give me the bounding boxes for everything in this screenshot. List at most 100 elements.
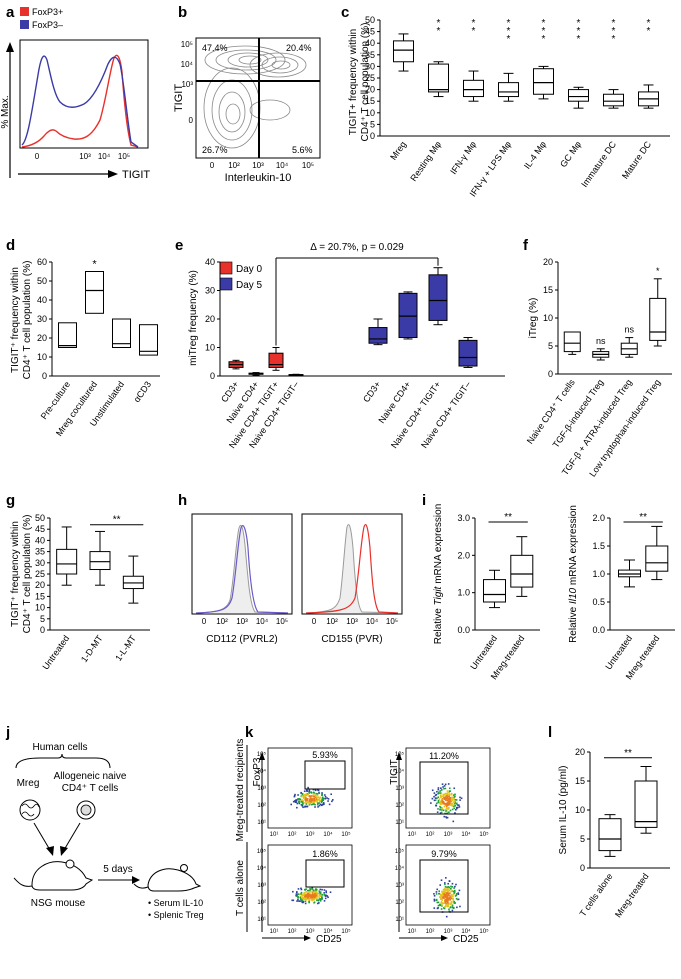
event-dot xyxy=(310,801,312,803)
event-dot xyxy=(449,798,452,801)
event-dot xyxy=(458,804,460,807)
event-dot xyxy=(439,806,442,809)
event-dot xyxy=(444,803,447,806)
event-dot xyxy=(302,897,304,899)
event-dot xyxy=(445,795,447,797)
event-dot xyxy=(452,801,455,803)
y-tick-label: 10² xyxy=(257,900,266,906)
y-arrow-head xyxy=(6,42,14,52)
event-dot xyxy=(441,893,444,895)
box xyxy=(428,274,448,321)
event-dot xyxy=(440,802,443,805)
event-dot xyxy=(448,886,450,889)
event-dot xyxy=(322,797,325,800)
event-dot xyxy=(446,792,449,794)
event-dot xyxy=(453,787,456,790)
y-tick-label: 10⁵ xyxy=(395,751,405,758)
event-dot xyxy=(453,900,456,903)
event-dot xyxy=(439,790,442,792)
event-dot xyxy=(319,893,322,895)
event-dot xyxy=(319,803,322,806)
quadrant-top-left: 47.4% xyxy=(202,43,228,53)
y-tick-label: 15 xyxy=(365,96,375,106)
y-tick-label: 1.5 xyxy=(592,541,605,551)
event-dot xyxy=(302,806,304,809)
event-dot xyxy=(443,787,445,790)
event-dot xyxy=(305,790,308,792)
event-dot xyxy=(446,890,449,893)
x-tick-label: 10¹ xyxy=(408,929,417,935)
event-dot xyxy=(314,806,316,808)
col-ylabel-foxp3: FoxP3 xyxy=(252,757,263,786)
event-dot xyxy=(314,795,317,797)
event-dot xyxy=(327,800,329,802)
y-tick-label: 15 xyxy=(35,591,45,601)
event-dot xyxy=(446,797,449,800)
histogram-cd155-isotype xyxy=(305,524,399,614)
event-dot xyxy=(439,884,442,886)
box xyxy=(563,331,581,353)
event-dot xyxy=(321,794,323,796)
event-dot xyxy=(441,806,443,809)
y-tick-label: 1.0 xyxy=(457,588,470,598)
event-dot xyxy=(451,796,454,799)
event-dot xyxy=(443,815,446,818)
x-tick-label: 10⁴ xyxy=(461,928,471,935)
box xyxy=(368,327,388,344)
event-dot xyxy=(319,796,322,799)
event-dot xyxy=(444,906,446,908)
legend-foxp3-pos: FoxP3+ xyxy=(32,7,63,17)
event-dot xyxy=(456,807,458,810)
event-dot xyxy=(441,894,443,897)
event-dot xyxy=(308,789,311,792)
event-dot xyxy=(433,907,436,909)
event-dot xyxy=(455,808,457,811)
x-axis-label: Interleukin-10 xyxy=(225,172,292,184)
event-dot xyxy=(312,791,315,794)
y-tick-label: 0 xyxy=(210,371,215,381)
event-dot xyxy=(439,805,441,808)
event-dot xyxy=(312,899,315,901)
y-tick-label: 30 xyxy=(365,61,375,71)
event-dot xyxy=(451,802,454,805)
event-dot xyxy=(444,792,447,795)
event-dot xyxy=(453,801,456,803)
significance-star: * xyxy=(647,18,651,29)
significance-star: * xyxy=(92,259,97,271)
panel-label-a: a xyxy=(6,4,15,21)
category-label: Naive CD4⁺ T cells xyxy=(525,377,577,446)
event-dot xyxy=(436,901,439,904)
event-dot xyxy=(309,890,312,893)
event-dot xyxy=(459,796,461,799)
event-dot xyxy=(436,811,439,813)
x-tick-label: 10⁵ xyxy=(341,831,351,838)
event-dot xyxy=(314,897,317,900)
event-dot xyxy=(455,802,458,805)
event-dot xyxy=(456,906,458,909)
event-dot xyxy=(452,907,455,910)
event-dot xyxy=(445,889,447,892)
y-tick-label: 3.0 xyxy=(457,513,470,523)
event-dot xyxy=(450,897,453,900)
event-dot xyxy=(433,893,435,895)
h1-tick-1e2: 10² xyxy=(216,617,228,626)
event-dot xyxy=(304,902,307,905)
event-dot xyxy=(308,895,311,898)
event-dot xyxy=(313,897,315,899)
y-tick-label: 30 xyxy=(205,286,215,296)
x-tick-1e2: 10² xyxy=(228,161,240,170)
event-dot xyxy=(447,887,449,890)
h2-tick-1e4: 10⁴ xyxy=(366,617,379,626)
panel-label-h: h xyxy=(178,492,187,509)
event-dot xyxy=(312,798,314,800)
event-dot xyxy=(317,892,320,895)
y-axis-label-prefix: Relative xyxy=(568,604,579,643)
event-dot xyxy=(321,897,323,900)
event-dot xyxy=(300,804,303,806)
event-dot xyxy=(312,895,315,898)
event-dot xyxy=(450,885,452,888)
event-dot xyxy=(304,900,307,903)
h2-tick-1e2: 10² xyxy=(326,617,338,626)
event-dot xyxy=(444,796,447,799)
